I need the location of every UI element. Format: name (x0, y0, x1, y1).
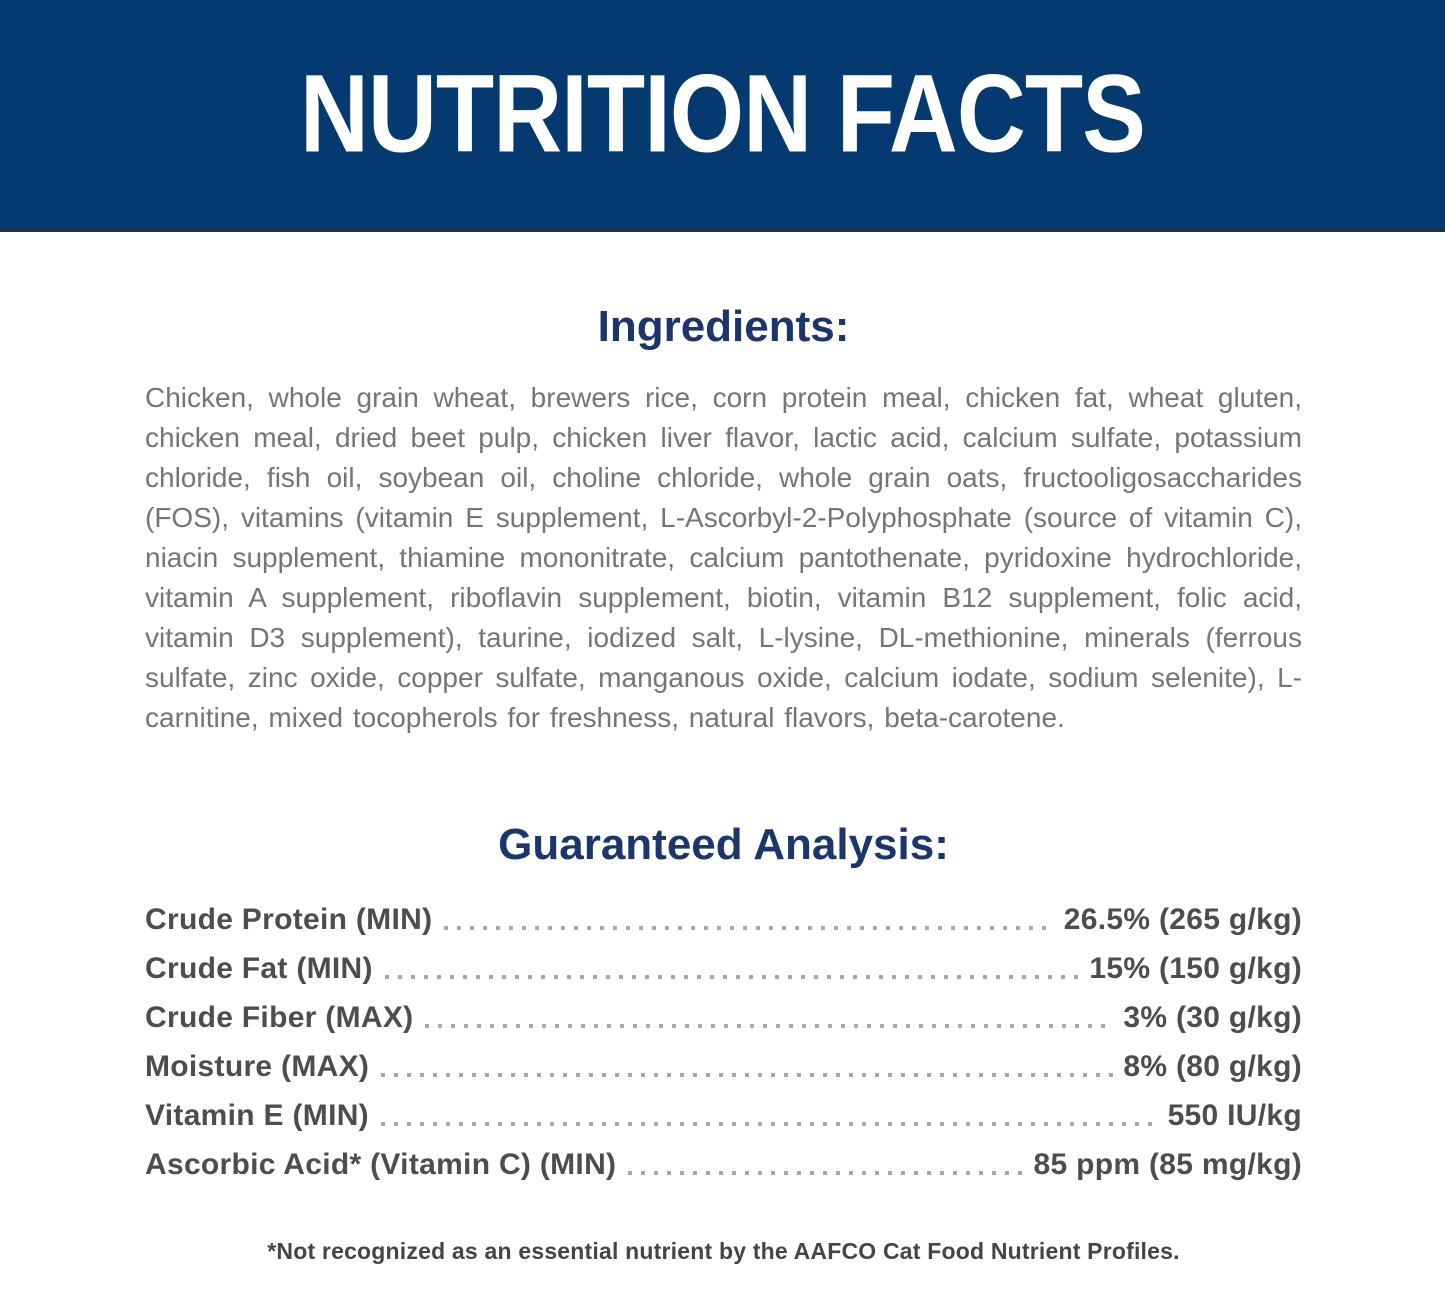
label-content: Ingredients: Chicken, whole grain wheat,… (0, 302, 1445, 1265)
row-label: Moisture (MAX) (145, 1050, 370, 1083)
row-value: 550 IU/kg (1167, 1099, 1302, 1132)
ingredients-heading: Ingredients: (597, 302, 850, 351)
nutrition-facts-banner: NUTRITION FACTS (0, 0, 1445, 232)
table-row: Vitamin E (MIN) 550 IU/kg (145, 1099, 1302, 1133)
row-value: 8% (80 g/kg) (1123, 1050, 1302, 1083)
row-value: 85 ppm (85 mg/kg) (1033, 1148, 1302, 1181)
row-value: 3% (30 g/kg) (1123, 1001, 1302, 1034)
row-value: 26.5% (265 g/kg) (1063, 903, 1302, 936)
ingredients-text: Chicken, whole grain wheat, brewers rice… (145, 382, 1302, 733)
table-row: Crude Fat (MIN) 15% (150 g/kg) (145, 952, 1302, 986)
table-row: Crude Fiber (MAX) 3% (30 g/kg) (145, 1001, 1302, 1035)
row-label: Vitamin E (MIN) (145, 1099, 369, 1132)
leader-dots (628, 1171, 1024, 1175)
leader-dots (425, 1024, 1114, 1028)
table-row: Moisture (MAX) 8% (80 g/kg) (145, 1050, 1302, 1084)
leader-dots (381, 1073, 1114, 1077)
row-label: Crude Protein (MIN) (145, 903, 433, 936)
row-label: Crude Fat (MIN) (145, 952, 373, 985)
footnote: *Not recognized as an essential nutrient… (267, 1238, 1180, 1264)
table-row: Crude Protein (MIN) 26.5% (265 g/kg) (145, 903, 1302, 937)
row-value: 15% (150 g/kg) (1089, 952, 1302, 985)
leader-dots (380, 1122, 1158, 1126)
row-label: Ascorbic Acid* (Vitamin C) (MIN) (145, 1148, 617, 1181)
guaranteed-analysis-heading: Guaranteed Analysis: (498, 820, 949, 869)
leader-dots (384, 975, 1080, 979)
guaranteed-analysis-table: Crude Protein (MIN) 26.5% (265 g/kg) Crude… (145, 903, 1302, 1182)
leader-dots (444, 926, 1054, 930)
row-label: Crude Fiber (MAX) (145, 1001, 414, 1034)
nutrition-facts-title: NUTRITION FACTS (299, 52, 1146, 175)
table-row: Ascorbic Acid* (Vitamin C) (MIN) 85 ppm (… (145, 1148, 1302, 1182)
